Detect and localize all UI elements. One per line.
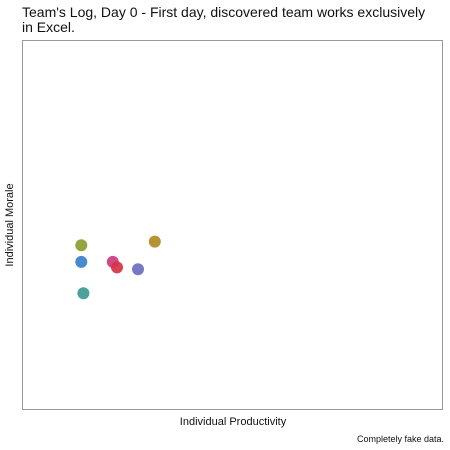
data-point-6 xyxy=(132,263,144,276)
data-point-3 xyxy=(77,287,90,300)
data-point-2 xyxy=(75,255,88,268)
footnote: Completely fake data. xyxy=(356,434,444,444)
y-axis-label: Individual Morale xyxy=(4,183,16,267)
points-layer xyxy=(75,235,161,300)
data-point-5 xyxy=(111,261,123,274)
plot-frame xyxy=(22,40,443,410)
data-point-1 xyxy=(75,239,88,252)
chart-title: Team's Log, Day 0 - First day, discovere… xyxy=(22,4,426,35)
data-point-7 xyxy=(148,235,161,248)
x-axis-label: Individual Productivity xyxy=(179,416,287,428)
